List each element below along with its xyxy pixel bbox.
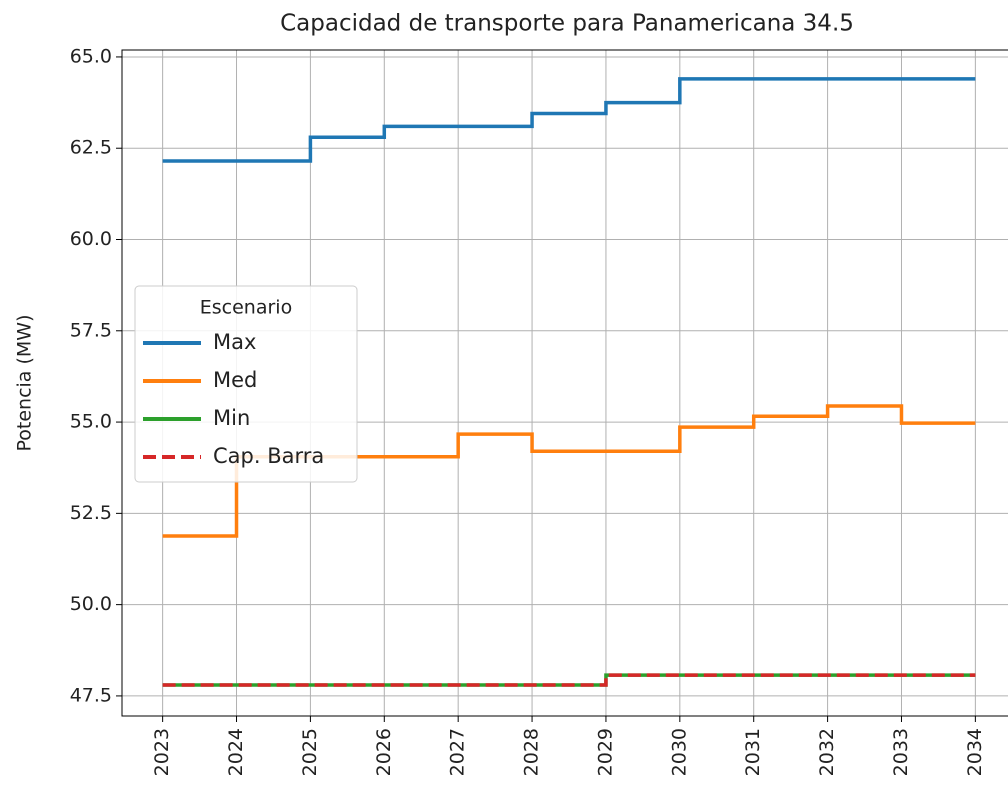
x-tick-label: 2033 — [890, 728, 912, 776]
x-tick-label: 2028 — [521, 728, 543, 776]
x-tick-label: 2026 — [373, 728, 395, 776]
y-tick-label: 52.5 — [70, 502, 112, 524]
legend-box — [134, 285, 358, 483]
x-tick-label: 2025 — [299, 728, 321, 776]
y-axis-label: Potencia (MW) — [14, 315, 36, 452]
x-tick-label: 2023 — [151, 728, 173, 776]
plot-frame — [121, 49, 1008, 717]
x-tick-label: 2031 — [742, 728, 764, 776]
x-tick-label: 2027 — [447, 728, 469, 776]
y-tick-label: 65.0 — [70, 45, 112, 67]
legend-label: Med — [213, 368, 257, 392]
legend-label: Max — [213, 330, 256, 354]
x-tick-label: 2024 — [225, 728, 247, 776]
x-tick-label: 2030 — [668, 728, 690, 776]
y-tick-label: 50.0 — [70, 593, 112, 615]
series-line — [162, 77, 976, 163]
x-tick-label: 2029 — [594, 728, 616, 776]
legend-title: Escenario — [200, 297, 292, 319]
x-tick-label: 2032 — [816, 728, 838, 776]
chart-title: Capacidad de transporte para Panamerican… — [280, 11, 854, 37]
legend-label: Min — [213, 406, 250, 430]
x-tick-label: 2034 — [964, 728, 986, 776]
y-tick-label: 62.5 — [70, 137, 112, 159]
series-line — [162, 673, 976, 687]
y-tick-label: 55.0 — [70, 411, 112, 433]
y-tick-label: 47.5 — [70, 684, 112, 706]
y-tick-label: 57.5 — [70, 319, 112, 341]
y-tick-label: 60.0 — [70, 228, 112, 250]
legend-label: Cap. Barra — [213, 444, 324, 468]
